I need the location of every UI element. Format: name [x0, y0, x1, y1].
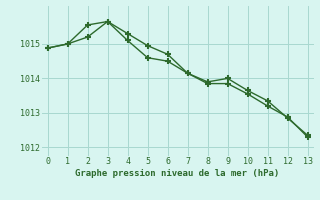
X-axis label: Graphe pression niveau de la mer (hPa): Graphe pression niveau de la mer (hPa) [76, 169, 280, 178]
